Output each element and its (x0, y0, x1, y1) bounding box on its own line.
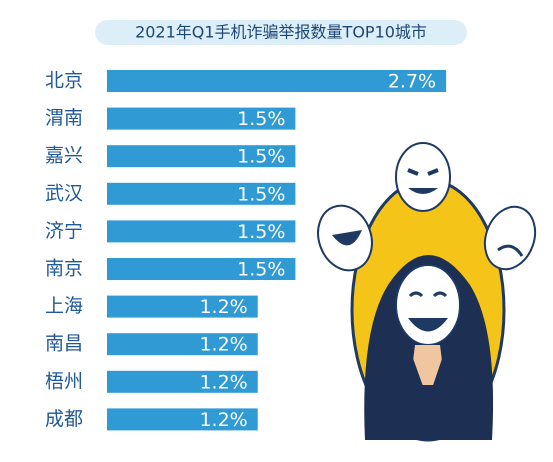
category-label: 成都 (45, 408, 83, 430)
value-label: 1.5% (237, 183, 285, 205)
value-label: 1.5% (237, 146, 285, 168)
value-label: 1.2% (199, 409, 247, 431)
bar (107, 145, 296, 168)
value-label: 1.5% (237, 108, 285, 130)
value-label: 1.5% (237, 259, 285, 281)
bar (107, 370, 258, 393)
category-label: 南京 (45, 258, 83, 280)
category-label: 济宁 (45, 220, 83, 242)
bar (107, 333, 258, 356)
value-label: 2.7% (388, 71, 436, 93)
illustration (317, 142, 537, 442)
value-label: 1.2% (199, 334, 247, 356)
category-label: 嘉兴 (45, 145, 83, 167)
bar (107, 70, 447, 92)
bar (107, 107, 296, 130)
bar (107, 258, 296, 280)
category-label: 北京 (45, 70, 83, 92)
category-label: 梧州 (45, 370, 83, 392)
bar (107, 220, 296, 243)
category-label: 南昌 (45, 333, 83, 355)
category-label: 武汉 (45, 182, 83, 204)
value-label: 1.2% (199, 371, 247, 393)
category-label: 上海 (45, 295, 83, 317)
bar (107, 408, 258, 431)
value-label: 1.5% (237, 221, 285, 243)
category-label: 渭南 (45, 107, 83, 129)
bar (107, 182, 296, 205)
bar (107, 295, 258, 318)
chart-title: 2021年Q1手机诈骗举报数量TOP10城市 (135, 23, 427, 42)
title-pill (95, 20, 467, 45)
value-label: 1.2% (199, 296, 247, 318)
